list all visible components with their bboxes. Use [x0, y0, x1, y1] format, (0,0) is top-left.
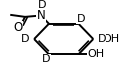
Text: N: N: [37, 9, 45, 22]
Text: D: D: [42, 54, 50, 64]
Text: D: D: [98, 34, 106, 44]
Text: D: D: [77, 14, 85, 24]
Text: D: D: [77, 14, 86, 24]
Text: OH: OH: [102, 34, 120, 44]
Text: D: D: [21, 34, 30, 44]
Text: OH: OH: [88, 49, 105, 59]
Text: D: D: [38, 0, 46, 10]
Text: O: O: [13, 21, 22, 34]
